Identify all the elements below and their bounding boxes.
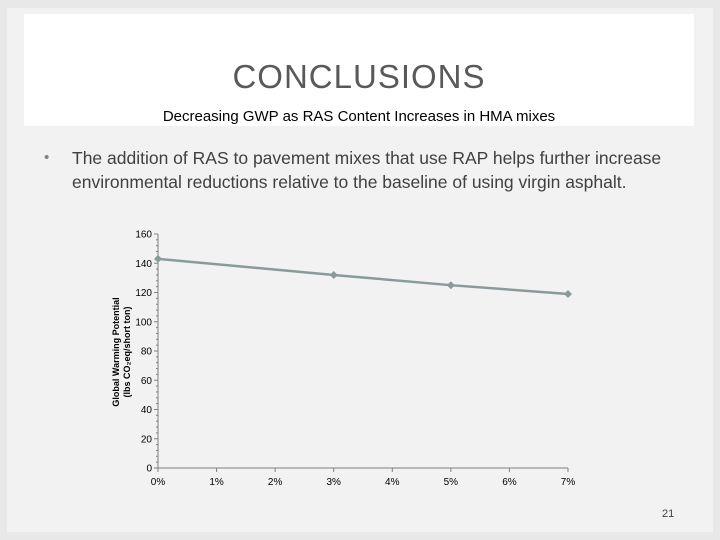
bullet-icon: • — [44, 149, 50, 166]
x-tick-label: 0% — [151, 477, 166, 488]
x-tick-label: 2% — [268, 477, 283, 488]
y-axis-label-line2: (lbs CO₂eq/short ton) — [122, 307, 132, 398]
x-tick-label: 6% — [502, 477, 517, 488]
x-tick-label: 7% — [561, 477, 576, 488]
x-tick-label: 3% — [326, 477, 341, 488]
bullet-point: • The addition of RAS to pavement mixes … — [44, 146, 664, 194]
data-point-marker — [446, 281, 455, 290]
x-tick-label: 1% — [209, 477, 224, 488]
page-subtitle: Decreasing GWP as RAS Content Increases … — [162, 108, 556, 125]
y-tick-label: 160 — [135, 230, 152, 241]
series-line — [157, 257, 569, 296]
x-tick-label: 4% — [385, 477, 400, 488]
y-tick-label: 80 — [141, 347, 153, 358]
title-box: CONCLUSIONS Decreasing GWP as RAS Conten… — [24, 14, 694, 126]
x-tick-label: 5% — [444, 477, 459, 488]
data-point-marker — [329, 270, 338, 279]
y-tick-label: 100 — [135, 317, 152, 328]
y-tick-label: 60 — [141, 376, 153, 387]
page-number: 21 — [662, 508, 675, 520]
y-tick-label: 0 — [146, 464, 152, 475]
y-tick-label: 120 — [135, 288, 152, 299]
data-point-marker — [154, 254, 162, 263]
page-title: CONCLUSIONS — [232, 58, 486, 95]
y-tick-label: 20 — [141, 434, 153, 445]
data-point-marker — [564, 289, 572, 298]
bullet-text: The addition of RAS to pavement mixes th… — [72, 148, 662, 192]
y-axis-label-line1: Global Warming Potential — [111, 297, 121, 406]
y-tick-label: 140 — [135, 259, 152, 270]
y-tick-label: 40 — [141, 405, 153, 416]
